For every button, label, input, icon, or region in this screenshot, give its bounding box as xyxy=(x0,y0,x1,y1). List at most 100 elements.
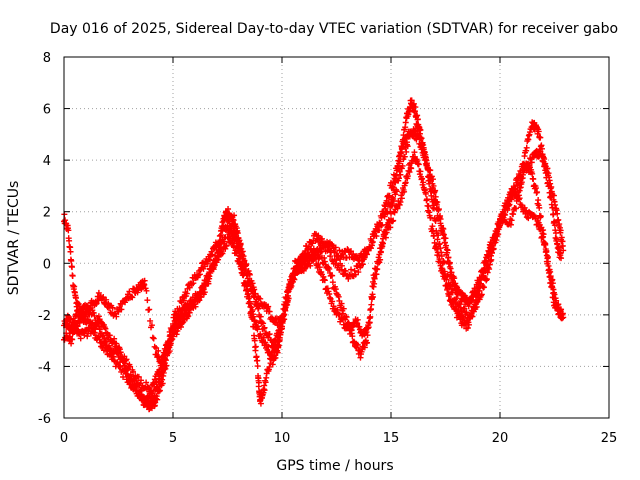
data-point xyxy=(399,162,406,169)
data-point xyxy=(396,152,403,159)
data-point xyxy=(284,294,291,301)
data-point xyxy=(305,243,312,250)
data-point xyxy=(194,298,201,305)
data-point xyxy=(122,360,129,367)
data-point xyxy=(327,253,334,260)
data-point xyxy=(215,256,222,263)
data-point xyxy=(320,273,327,280)
data-point xyxy=(419,175,426,182)
data-point xyxy=(87,305,94,312)
data-point xyxy=(255,305,262,312)
data-point xyxy=(146,306,153,313)
data-point xyxy=(506,201,513,208)
data-point xyxy=(542,241,549,248)
data-point xyxy=(260,325,267,332)
data-point xyxy=(558,234,565,241)
data-point xyxy=(417,168,424,175)
data-point xyxy=(390,178,397,185)
data-point xyxy=(549,280,556,287)
data-point xyxy=(437,216,444,223)
data-point xyxy=(167,340,174,347)
data-point xyxy=(546,183,553,190)
x-tick-label: 15 xyxy=(383,431,400,446)
data-point xyxy=(315,260,322,267)
y-tick-label: 4 xyxy=(43,154,51,169)
data-point xyxy=(558,306,565,313)
series-track-3 xyxy=(61,119,565,366)
data-point xyxy=(433,246,440,253)
data-point xyxy=(253,319,260,326)
data-point xyxy=(453,306,460,313)
data-point xyxy=(332,244,339,251)
data-point xyxy=(233,228,240,235)
data-point xyxy=(118,306,125,313)
data-point xyxy=(93,322,100,329)
data-point xyxy=(429,227,436,234)
data-point xyxy=(489,242,496,249)
data-point xyxy=(423,160,430,167)
data-point xyxy=(410,100,417,107)
data-point xyxy=(274,347,281,354)
series-track-4 xyxy=(63,149,567,397)
data-point xyxy=(154,396,161,403)
data-point xyxy=(240,272,247,279)
data-point xyxy=(231,244,238,251)
y-tick-label: 6 xyxy=(43,103,51,118)
data-point xyxy=(266,308,273,315)
data-point xyxy=(85,310,92,317)
y-tick-label: 8 xyxy=(43,51,51,66)
data-point xyxy=(96,336,103,343)
data-point xyxy=(284,287,291,294)
data-point xyxy=(329,272,336,279)
data-point xyxy=(190,280,197,287)
data-point xyxy=(265,343,272,350)
data-point xyxy=(243,261,250,268)
data-point xyxy=(380,211,387,218)
data-point xyxy=(69,336,76,343)
data-point xyxy=(464,324,471,331)
data-point xyxy=(412,104,419,111)
data-point xyxy=(459,290,466,297)
data-point xyxy=(348,327,355,334)
data-point xyxy=(426,177,433,184)
data-point xyxy=(239,248,246,255)
data-point xyxy=(391,209,398,216)
data-point xyxy=(69,319,76,326)
data-point xyxy=(560,314,567,321)
data-point xyxy=(432,217,439,224)
data-point xyxy=(261,324,268,331)
data-point xyxy=(449,274,456,281)
data-point xyxy=(477,280,484,287)
data-point xyxy=(483,261,490,268)
data-point xyxy=(457,304,464,311)
data-point xyxy=(160,361,167,368)
data-point xyxy=(150,335,157,342)
data-point xyxy=(435,206,442,213)
data-point xyxy=(288,283,295,290)
data-point xyxy=(144,297,151,304)
data-point xyxy=(180,297,187,304)
data-point xyxy=(493,230,500,237)
data-point xyxy=(465,321,472,328)
data-point xyxy=(208,248,215,255)
data-point xyxy=(233,249,240,256)
data-point xyxy=(448,269,455,276)
data-point xyxy=(498,218,505,225)
data-point xyxy=(556,221,563,228)
data-point xyxy=(402,119,409,126)
data-point xyxy=(255,379,262,386)
data-point xyxy=(395,157,402,164)
data-point xyxy=(321,277,328,284)
data-point xyxy=(209,251,216,258)
data-point xyxy=(436,240,443,247)
data-point xyxy=(116,346,123,353)
data-point xyxy=(161,352,168,359)
data-point xyxy=(377,249,384,256)
data-point xyxy=(111,335,118,342)
data-point xyxy=(481,267,488,274)
data-point xyxy=(261,387,268,394)
data-point xyxy=(397,171,404,178)
data-point xyxy=(552,230,559,237)
data-point xyxy=(440,225,447,232)
y-tick-label: 2 xyxy=(43,206,51,221)
